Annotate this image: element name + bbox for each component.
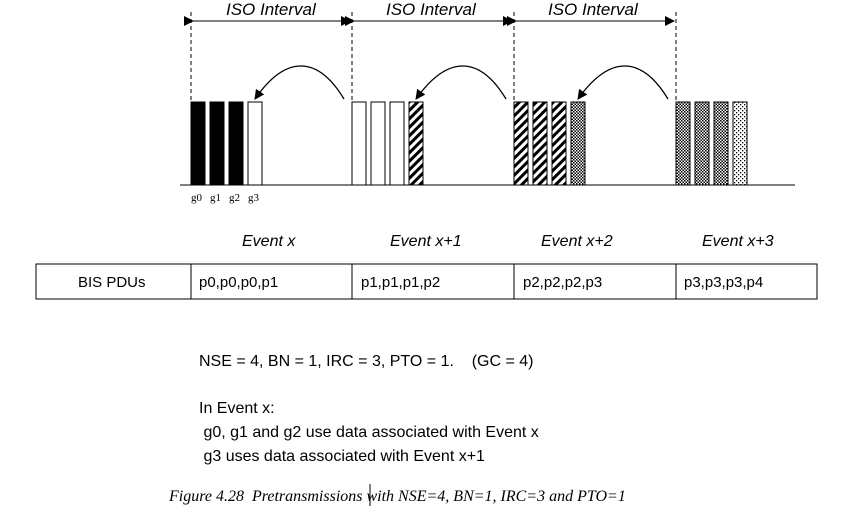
event-x-bars <box>190 101 263 186</box>
event-x1-bars <box>351 101 424 186</box>
table-row-header: BIS PDUs <box>78 274 146 291</box>
gap-label-g2: g2 <box>229 192 240 204</box>
bar-x-g2 <box>228 101 244 186</box>
curved-arrow-1 <box>254 65 345 100</box>
bar-x-g0 <box>190 101 206 186</box>
event-label-x1: Event x+1 <box>390 233 462 250</box>
event-label-x2: Event x+2 <box>541 233 613 250</box>
iso-interval-label-1: ISO Interval <box>226 0 317 19</box>
bar-x1-g2 <box>389 101 405 186</box>
bar-x2-g2 <box>551 101 567 186</box>
interval-boundaries <box>190 12 677 102</box>
iso-interval-label-2: ISO Interval <box>386 0 477 19</box>
bar-x1-g3 <box>408 101 424 186</box>
explanation-line-1: In Event x: <box>199 400 275 417</box>
bar-x3-g0 <box>675 101 691 186</box>
table-cell-event-x: p0,p0,p0,p1 <box>199 274 278 291</box>
bis-pdus-table <box>35 263 818 300</box>
parameters-line: NSE = 4, BN = 1, IRC = 3, PTO = 1. (GC =… <box>199 353 534 370</box>
pretransmission-arrows <box>254 65 669 100</box>
bar-x3-g2 <box>713 101 729 186</box>
bar-x2-g1 <box>532 101 548 186</box>
explanation-line-3: g3 uses data associated with Event x+1 <box>199 448 485 465</box>
event-label-x3: Event x+3 <box>702 233 774 250</box>
bar-x2-g0 <box>513 101 529 186</box>
bar-x3-g3 <box>732 101 748 186</box>
gap-label-g3: g3 <box>248 192 260 204</box>
gap-label-g1: g1 <box>210 192 221 204</box>
gap-label-g0: g0 <box>191 192 203 204</box>
event-label-x: Event x <box>242 233 296 250</box>
table-cell-event-x3: p3,p3,p3,p4 <box>684 274 763 291</box>
iso-interval-label-3: ISO Interval <box>548 0 639 19</box>
bar-x1-g0 <box>351 101 367 186</box>
table-cell-event-x1: p1,p1,p1,p2 <box>361 274 440 291</box>
explanation-line-2: g0, g1 and g2 use data associated with E… <box>199 424 539 441</box>
bar-x-g1 <box>209 101 225 186</box>
bar-x3-g1 <box>694 101 710 186</box>
table-outline <box>35 263 818 300</box>
bar-x-g3 <box>247 101 263 186</box>
curved-arrow-2 <box>415 65 507 100</box>
bar-x1-g1 <box>370 101 386 186</box>
table-cell-event-x2: p2,p2,p2,p3 <box>523 274 602 291</box>
event-x3-bars <box>675 101 748 186</box>
bar-x2-g3 <box>570 101 586 186</box>
curved-arrow-3 <box>577 65 669 100</box>
figure-caption: Figure 4.28 Pretransmissions with NSE=4,… <box>168 488 626 505</box>
event-x2-bars <box>513 101 586 186</box>
